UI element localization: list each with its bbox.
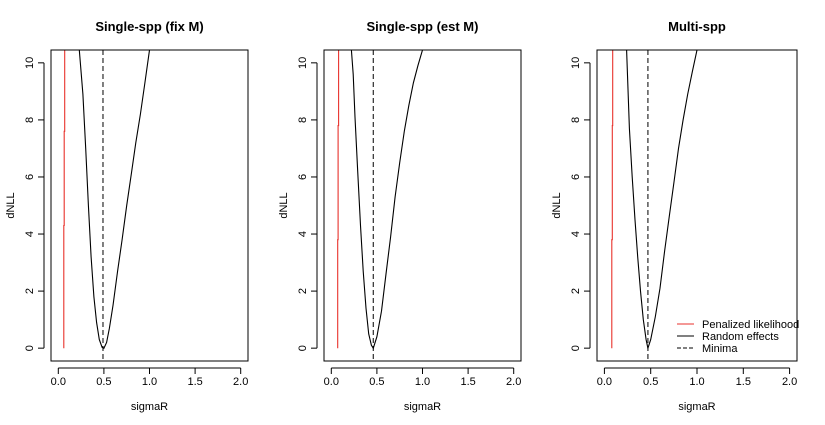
y-axis-label: dNLL (278, 192, 290, 218)
y-tick-label: 8 (24, 117, 36, 123)
x-axis-label: sigmaR (131, 401, 168, 413)
y-tick-label: 4 (24, 231, 36, 237)
y-tick-label: 0 (24, 345, 36, 351)
chart-title: Multi-spp (668, 19, 726, 34)
random-effects-curve (78, 50, 151, 349)
legend-label: Minima (702, 343, 738, 355)
y-tick-label: 10 (24, 57, 36, 69)
x-tick-label: 0.0 (324, 376, 339, 388)
penalized-likelihood-curve (611, 50, 614, 349)
y-tick-label: 10 (570, 57, 582, 69)
x-tick-label: 1.0 (689, 376, 704, 388)
penalized-likelihood-curve (337, 50, 340, 349)
y-tick-label: 6 (24, 174, 36, 180)
x-tick-label: 2.0 (782, 376, 797, 388)
y-axis-label: dNLL (5, 192, 17, 218)
x-tick-label: 0.5 (369, 376, 384, 388)
plot-frame (50, 49, 249, 362)
x-axis-label: sigmaR (404, 401, 441, 413)
x-tick-label: 0.0 (51, 376, 66, 388)
y-tick-label: 6 (297, 174, 309, 180)
panel-1: Single-spp (fix M) 0.0 0.5 1.0 1.5 2.0 sigmaR 0… (5, 19, 249, 413)
y-tick-label: 8 (297, 117, 309, 123)
penalized-likelihood-curve (63, 50, 66, 349)
x-tick-label: 2.0 (233, 376, 248, 388)
chart-title: Single-spp (fix M) (95, 19, 203, 34)
y-tick-label: 10 (297, 57, 309, 69)
y-tick-label: 2 (24, 288, 36, 294)
y-tick-label: 2 (297, 288, 309, 294)
y-tick-label: 4 (297, 231, 309, 237)
random-effects-curve (350, 50, 424, 350)
x-tick-label: 1.0 (415, 376, 430, 388)
panel-2: Single-spp (est M) 0.0 0.5 1.0 1.5 2.0 sigmaR 0… (278, 19, 522, 413)
y-tick-label: 0 (297, 345, 309, 351)
x-tick-label: 1.5 (187, 376, 202, 388)
x-tick-label: 2.0 (506, 376, 521, 388)
y-tick-label: 8 (570, 117, 582, 123)
x-tick-label: 0.5 (96, 376, 111, 388)
y-axis-label: dNLL (551, 192, 563, 218)
y-tick-label: 2 (570, 288, 582, 294)
x-tick-label: 1.0 (142, 376, 157, 388)
random-effects-curve (626, 50, 698, 351)
y-tick-label: 6 (570, 174, 582, 180)
y-tick-label: 4 (570, 231, 582, 237)
legend-label: Penalized likelihood (702, 319, 799, 331)
x-tick-label: 1.5 (460, 376, 475, 388)
panel-3: Multi-spp 0.0 0.5 1.0 1.5 2.0 sigmaR 0 2 4 6 8 10 dNL… (551, 19, 799, 413)
plot-frame (596, 49, 798, 362)
x-tick-label: 0.5 (643, 376, 658, 388)
plot-frame (323, 49, 522, 362)
x-tick-label: 0.0 (597, 376, 612, 388)
chart-title: Single-spp (est M) (367, 19, 479, 34)
x-tick-label: 1.5 (736, 376, 751, 388)
y-tick-label: 0 (570, 345, 582, 351)
legend-label: Random effects (702, 331, 779, 343)
x-axis-label: sigmaR (678, 401, 715, 413)
